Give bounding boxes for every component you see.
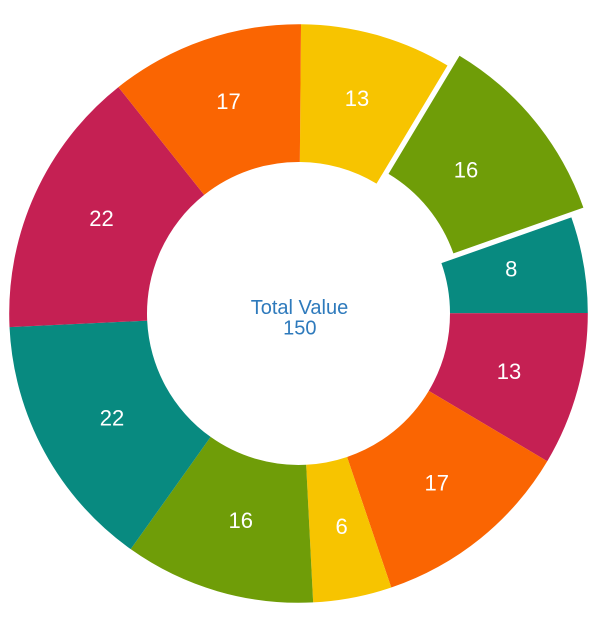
svg-text:6: 6 xyxy=(335,514,347,539)
svg-text:8: 8 xyxy=(505,257,517,282)
svg-text:13: 13 xyxy=(497,359,521,384)
svg-text:16: 16 xyxy=(229,508,253,533)
svg-text:17: 17 xyxy=(425,471,449,496)
svg-text:22: 22 xyxy=(89,206,113,231)
svg-text:22: 22 xyxy=(100,405,124,430)
svg-text:13: 13 xyxy=(345,86,369,111)
svg-text:17: 17 xyxy=(216,89,240,114)
svg-text:16: 16 xyxy=(454,157,478,182)
svg-text:150: 150 xyxy=(283,317,316,339)
svg-text:Total Value: Total Value xyxy=(251,297,348,319)
